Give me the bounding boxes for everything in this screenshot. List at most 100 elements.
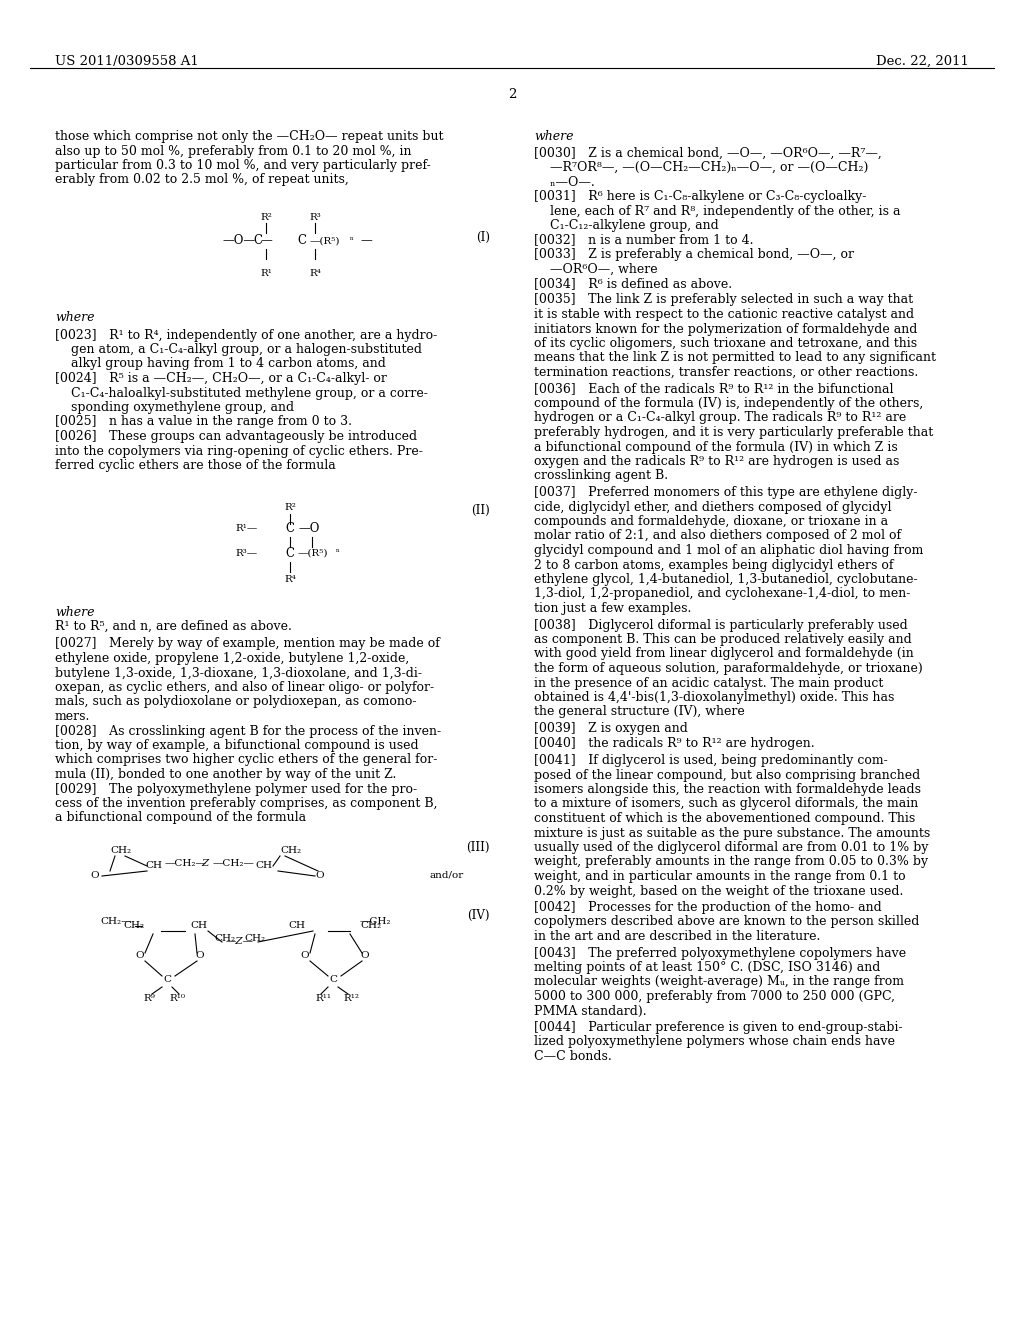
Text: butylene 1,3-oxide, 1,3-dioxane, 1,3-dioxolane, and 1,3-di-: butylene 1,3-oxide, 1,3-dioxane, 1,3-dio… [55,667,422,680]
Text: [0043] The preferred polyoxymethylene copolymers have: [0043] The preferred polyoxymethylene co… [534,946,906,960]
Text: Z: Z [202,859,209,869]
Text: [0031] R⁶ here is C₁-C₈-alkylene or C₃-C₈-cycloalky-: [0031] R⁶ here is C₁-C₈-alkylene or C₃-C… [534,190,866,203]
Text: cide, diglycidyl ether, and diethers composed of glycidyl: cide, diglycidyl ether, and diethers com… [534,500,892,513]
Text: [0032] n is a number from 1 to 4.: [0032] n is a number from 1 to 4. [534,234,754,247]
Text: [0033] Z is preferably a chemical bond, —O—, or: [0033] Z is preferably a chemical bond, … [534,248,854,261]
Text: [0029] The polyoxymethylene polymer used for the pro-: [0029] The polyoxymethylene polymer used… [55,783,417,796]
Text: mula (II), bonded to one another by way of the unit Z.: mula (II), bonded to one another by way … [55,768,396,781]
Text: CH₂: CH₂ [280,846,301,855]
Text: (III): (III) [467,841,490,854]
Text: R³: R³ [309,213,321,222]
Text: weight, preferably amounts in the range from 0.05 to 0.3% by: weight, preferably amounts in the range … [534,855,928,869]
Text: compounds and formaldehyde, dioxane, or trioxane in a: compounds and formaldehyde, dioxane, or … [534,515,888,528]
Text: [0024] R⁵ is a —CH₂—, CH₂O—, or a C₁-C₄-alkyl- or: [0024] R⁵ is a —CH₂—, CH₂O—, or a C₁-C₄-… [55,372,387,385]
Text: the general structure (IV), where: the general structure (IV), where [534,705,744,718]
Text: O: O [301,952,309,961]
Text: CH₂—: CH₂— [100,916,131,925]
Text: lene, each of R⁷ and R⁸, independently of the other, is a: lene, each of R⁷ and R⁸, independently o… [534,205,900,218]
Text: C: C [286,521,295,535]
Text: erably from 0.02 to 2.5 mol %, of repeat units,: erably from 0.02 to 2.5 mol %, of repeat… [55,173,349,186]
Text: [0038] Diglycerol diformal is particularly preferably used: [0038] Diglycerol diformal is particular… [534,619,907,631]
Text: R⁴: R⁴ [309,269,321,279]
Text: [0040] the radicals R⁹ to R¹² are hydrogen.: [0040] the radicals R⁹ to R¹² are hydrog… [534,737,815,750]
Text: into the copolymers via ring-opening of cyclic ethers. Pre-: into the copolymers via ring-opening of … [55,445,423,458]
Text: where: where [534,129,573,143]
Text: [0036] Each of the radicals R⁹ to R¹² in the bifunctional: [0036] Each of the radicals R⁹ to R¹² in… [534,383,894,396]
Text: CH₂: CH₂ [110,846,131,855]
Text: [0028] As crosslinking agent B for the process of the inven-: [0028] As crosslinking agent B for the p… [55,725,441,738]
Text: C—C bonds.: C—C bonds. [534,1049,611,1063]
Text: means that the link Z is not permitted to lead to any significant: means that the link Z is not permitted t… [534,351,936,364]
Text: C: C [163,974,171,983]
Text: alkyl group having from 1 to 4 carbon atoms, and: alkyl group having from 1 to 4 carbon at… [55,358,386,371]
Text: [0027] Merely by way of example, mention may be made of: [0027] Merely by way of example, mention… [55,638,440,651]
Text: C₁-C₄-haloalkyl-substituted methylene group, or a corre-: C₁-C₄-haloalkyl-substituted methylene gr… [55,387,428,400]
Text: CH₂: CH₂ [124,921,145,931]
Text: [0042] Processes for the production of the homo- and: [0042] Processes for the production of t… [534,902,882,913]
Text: [0030] Z is a chemical bond, —O—, —OR⁶O—, —R⁷—,: [0030] Z is a chemical bond, —O—, —OR⁶O—… [534,147,882,160]
Text: CH: CH [288,921,305,931]
Text: [0023] R¹ to R⁴, independently of one another, are a hydro-: [0023] R¹ to R⁴, independently of one an… [55,329,437,342]
Text: as component B. This can be produced relatively easily and: as component B. This can be produced rel… [534,634,911,645]
Text: —Z—: —Z— [226,937,254,946]
Text: C₁-C₁₂-alkylene group, and: C₁-C₁₂-alkylene group, and [534,219,719,232]
Text: preferably hydrogen, and it is very particularly preferable that: preferably hydrogen, and it is very part… [534,426,933,440]
Text: CH₂: CH₂ [245,935,265,942]
Text: posed of the linear compound, but also comprising branched: posed of the linear compound, but also c… [534,768,921,781]
Text: a bifunctional compound of the formula: a bifunctional compound of the formula [55,812,306,825]
Text: R¹²: R¹² [343,994,359,1003]
Text: ₙ: ₙ [350,232,353,242]
Text: CH: CH [190,921,207,931]
Text: PMMA standard).: PMMA standard). [534,1005,646,1018]
Text: termination reactions, transfer reactions, or other reactions.: termination reactions, transfer reaction… [534,366,919,379]
Text: —(R⁵): —(R⁵) [298,549,329,558]
Text: melting points of at least 150° C. (DSC, ISO 3146) and: melting points of at least 150° C. (DSC,… [534,961,881,974]
Text: hydrogen or a C₁-C₄-alkyl group. The radicals R⁹ to R¹² are: hydrogen or a C₁-C₄-alkyl group. The rad… [534,412,906,425]
Text: CH: CH [145,862,162,870]
Text: (II): (II) [471,503,490,516]
Text: R⁴: R⁴ [284,576,296,585]
Text: where: where [55,312,94,323]
Text: molecular weights (weight-average) Mᵤ, in the range from: molecular weights (weight-average) Mᵤ, i… [534,975,904,989]
Text: [0044] Particular preference is given to end-group-stabi-: [0044] Particular preference is given to… [534,1020,902,1034]
Text: mers.: mers. [55,710,90,723]
Text: US 2011/0309558 A1: US 2011/0309558 A1 [55,55,199,69]
Text: of its cyclic oligomers, such trioxane and tetroxane, and this: of its cyclic oligomers, such trioxane a… [534,337,918,350]
Text: CH₂: CH₂ [360,921,381,931]
Text: 2: 2 [508,88,516,102]
Text: R¹—: R¹— [234,524,257,533]
Text: [0034] R⁶ is defined as above.: [0034] R⁶ is defined as above. [534,277,732,290]
Text: O: O [91,871,99,880]
Text: —OR⁶O—, where: —OR⁶O—, where [534,263,657,276]
Text: compound of the formula (IV) is, independently of the others,: compound of the formula (IV) is, indepen… [534,397,924,411]
Text: ethylene oxide, propylene 1,2-oxide, butylene 1,2-oxide,: ethylene oxide, propylene 1,2-oxide, but… [55,652,410,665]
Text: 1,3-diol, 1,2-propanediol, and cyclohexane-1,4-diol, to men-: 1,3-diol, 1,2-propanediol, and cyclohexa… [534,587,910,601]
Text: weight, and in particular amounts in the range from 0.1 to: weight, and in particular amounts in the… [534,870,905,883]
Text: with good yield from linear diglycerol and formaldehyde (in: with good yield from linear diglycerol a… [534,648,913,660]
Text: to a mixture of isomers, such as glycerol diformals, the main: to a mixture of isomers, such as glycero… [534,797,919,810]
Text: (I): (I) [476,231,490,244]
Text: [0037] Preferred monomers of this type are ethylene digly-: [0037] Preferred monomers of this type a… [534,486,918,499]
Text: C: C [329,974,337,983]
Text: 5000 to 300 000, preferably from 7000 to 250 000 (GPC,: 5000 to 300 000, preferably from 7000 to… [534,990,895,1003]
Text: —(R⁵): —(R⁵) [310,236,341,246]
Text: R²: R² [260,213,272,222]
Text: R³—: R³— [234,549,257,558]
Text: [0039] Z is oxygen and: [0039] Z is oxygen and [534,722,688,735]
Text: a bifunctional compound of the formula (IV) in which Z is: a bifunctional compound of the formula (… [534,441,898,454]
Text: R¹: R¹ [260,269,272,279]
Text: particular from 0.3 to 10 mol %, and very particularly pref-: particular from 0.3 to 10 mol %, and ver… [55,158,431,172]
Text: O: O [196,952,205,961]
Text: oxepan, as cyclic ethers, and also of linear oligo- or polyfor-: oxepan, as cyclic ethers, and also of li… [55,681,434,694]
Text: usually used of the diglycerol diformal are from 0.01 to 1% by: usually used of the diglycerol diformal … [534,841,929,854]
Text: —: — [260,235,272,248]
Text: copolymers described above are known to the person skilled: copolymers described above are known to … [534,916,920,928]
Text: C: C [298,235,306,248]
Text: —: — [360,235,372,248]
Text: CH: CH [255,862,272,870]
Text: O: O [360,952,370,961]
Text: ethylene glycol, 1,4-butanediol, 1,3-butanediol, cyclobutane-: ethylene glycol, 1,4-butanediol, 1,3-but… [534,573,918,586]
Text: [0041] If diglycerol is used, being predominantly com-: [0041] If diglycerol is used, being pred… [534,754,888,767]
Text: —CH₂—: —CH₂— [213,859,255,869]
Text: it is stable with respect to the cationic reactive catalyst and: it is stable with respect to the cationi… [534,308,914,321]
